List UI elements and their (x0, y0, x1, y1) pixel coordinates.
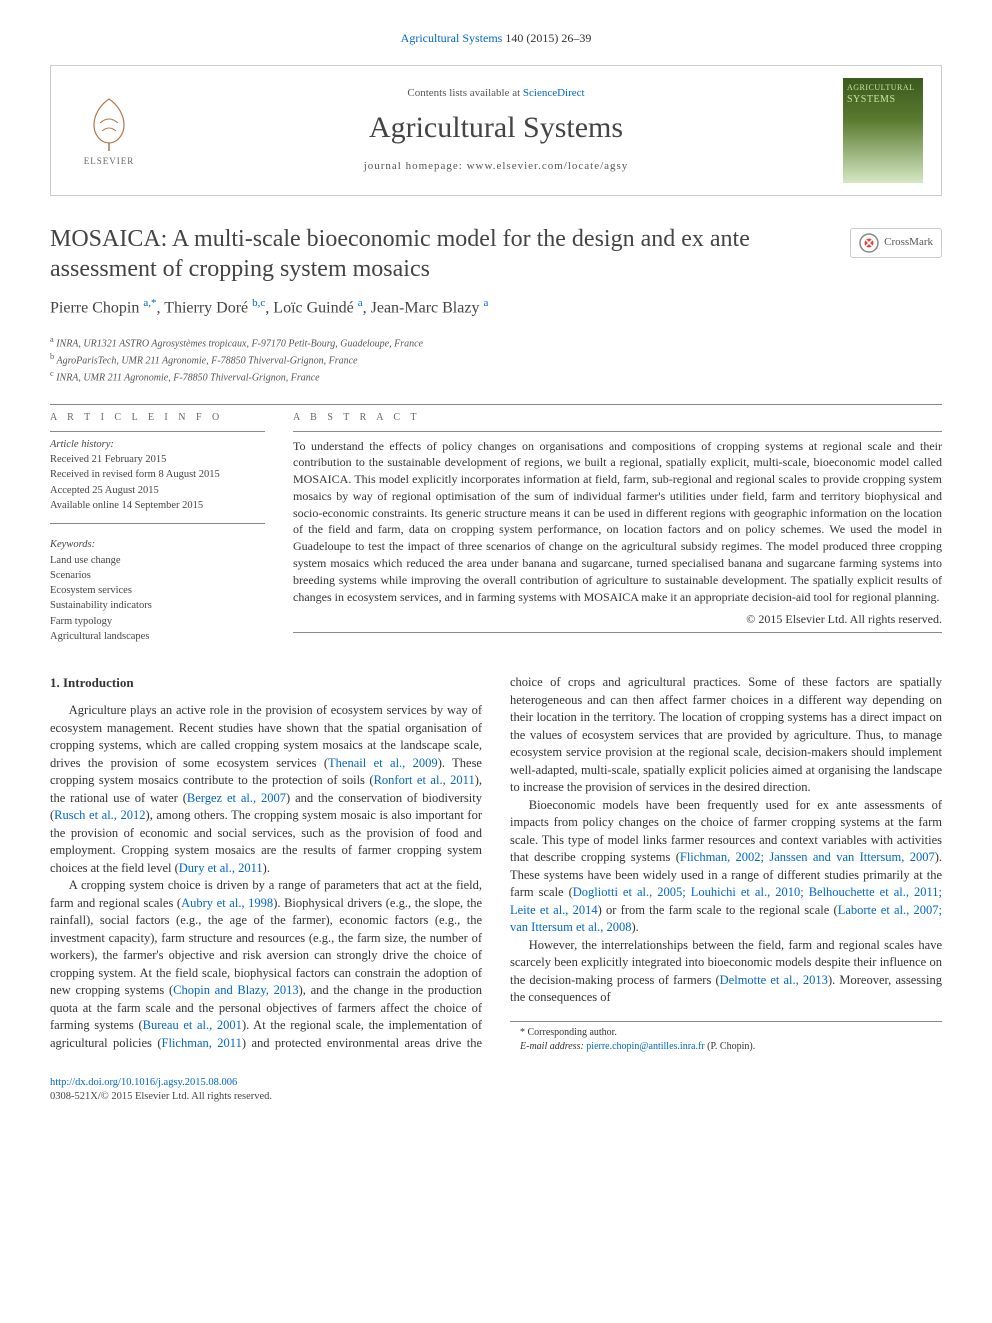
author-4: Jean-Marc Blazy (371, 299, 484, 316)
section-1-heading: 1. Introduction (50, 674, 482, 692)
affiliation-a: a INRA, UR1321 ASTRO Agrosystèmes tropic… (50, 334, 942, 351)
authors-line: Pierre Chopin a,*, Thierry Doré b,c, Loï… (50, 296, 942, 320)
affiliation-b: b AgroParisTech, UMR 211 Agronomie, F-78… (50, 351, 942, 368)
keyword: Ecosystem services (50, 583, 265, 598)
paragraph: Bioeconomic models have been frequently … (510, 797, 942, 937)
affiliations: a INRA, UR1321 ASTRO Agrosystèmes tropic… (50, 334, 942, 386)
publisher-logo: ELSEVIER (69, 83, 149, 178)
author-2: Thierry Doré (164, 299, 252, 316)
body-text-columns: 1. Introduction Agriculture plays an act… (50, 674, 942, 1054)
keywords-list: Land use change Scenarios Ecosystem serv… (50, 553, 265, 644)
corresponding-author-note: * Corresponding author. (510, 1026, 942, 1040)
ref-link[interactable]: Flichman, 2002; Janssen and van Ittersum… (680, 850, 935, 864)
journal-homepage-link[interactable]: www.elsevier.com/locate/agsy (467, 160, 629, 172)
ref-link[interactable]: Dury et al., 2011 (179, 861, 263, 875)
abstract-text: To understand the effects of policy chan… (293, 438, 942, 606)
corresponding-email-line: E-mail address: pierre.chopin@antilles.i… (510, 1040, 942, 1054)
divider (293, 632, 942, 633)
affiliation-c: c INRA, UMR 211 Agronomie, F-78850 Thive… (50, 368, 942, 385)
keywords-label: Keywords: (50, 538, 265, 553)
elsevier-tree-icon (80, 93, 138, 153)
citation-journal-link[interactable]: Agricultural Systems (401, 31, 503, 45)
ref-link[interactable]: Bergez et al., 2007 (187, 791, 286, 805)
crossmark-icon (859, 233, 879, 253)
ref-link[interactable]: Bureau et al., 2001 (143, 1018, 242, 1032)
ref-link[interactable]: Aubry et al., 1998 (181, 896, 273, 910)
divider (50, 404, 942, 405)
page-footer: http://dx.doi.org/10.1016/j.agsy.2015.08… (50, 1076, 942, 1105)
abstract-column: A B S T R A C T To understand the effect… (293, 411, 942, 645)
cover-line2: SYSTEMS (847, 93, 919, 107)
citation-vol-pages: 140 (2015) 26–39 (502, 31, 591, 45)
author-sep: , (363, 299, 371, 316)
article-title: MOSAICA: A multi-scale bioeconomic model… (50, 224, 850, 284)
issn-copyright-line: 0308-521X/© 2015 Elsevier Ltd. All right… (50, 1090, 942, 1105)
author-1: Pierre Chopin (50, 299, 143, 316)
journal-homepage-line: journal homepage: www.elsevier.com/locat… (159, 159, 833, 174)
ref-link[interactable]: Chopin and Blazy, 2013 (173, 983, 298, 997)
author-4-aff[interactable]: a (483, 297, 488, 309)
ref-link[interactable]: Ronfort et al., 2011 (374, 773, 475, 787)
footnote-block: * Corresponding author. E-mail address: … (510, 1021, 942, 1054)
header-center: Contents lists available at ScienceDirec… (149, 86, 843, 175)
keyword: Agricultural landscapes (50, 629, 265, 644)
crossmark-label: CrossMark (884, 235, 933, 250)
journal-header-box: ELSEVIER Contents lists available at Sci… (50, 65, 942, 196)
keyword: Sustainability indicators (50, 598, 265, 613)
info-abstract-row: A R T I C L E I N F O Article history: R… (50, 411, 942, 645)
ref-link[interactable]: Rusch et al., 2012 (54, 808, 145, 822)
article-info-heading: A R T I C L E I N F O (50, 411, 265, 425)
abstract-heading: A B S T R A C T (293, 411, 942, 425)
history-online: Available online 14 September 2015 (50, 498, 265, 513)
journal-cover-thumbnail: AGRICULTURAL SYSTEMS (843, 78, 923, 183)
history-revised: Received in revised form 8 August 2015 (50, 467, 265, 482)
sciencedirect-link[interactable]: ScienceDirect (523, 87, 585, 99)
history-accepted: Accepted 25 August 2015 (50, 483, 265, 498)
author-3: Loïc Guindé (273, 299, 357, 316)
crossmark-badge[interactable]: CrossMark (850, 228, 942, 258)
author-1-aff[interactable]: a, (143, 297, 151, 309)
journal-name: Agricultural Systems (159, 107, 833, 149)
paragraph: However, the interrelationships between … (510, 937, 942, 1007)
abstract-copyright: © 2015 Elsevier Ltd. All rights reserved… (293, 611, 942, 628)
keyword: Farm typology (50, 614, 265, 629)
doi-link[interactable]: http://dx.doi.org/10.1016/j.agsy.2015.08… (50, 1077, 237, 1088)
divider (293, 431, 942, 432)
keyword: Land use change (50, 553, 265, 568)
history-received: Received 21 February 2015 (50, 452, 265, 467)
article-info-column: A R T I C L E I N F O Article history: R… (50, 411, 265, 645)
running-citation: Agricultural Systems 140 (2015) 26–39 (50, 30, 942, 47)
keyword: Scenarios (50, 568, 265, 583)
divider (50, 523, 265, 524)
contents-available-line: Contents lists available at ScienceDirec… (159, 86, 833, 101)
paragraph: Agriculture plays an active role in the … (50, 702, 482, 877)
homepage-prefix: journal homepage: (364, 160, 467, 172)
history-label: Article history: (50, 438, 265, 453)
ref-link[interactable]: Flichman, 2011 (162, 1036, 242, 1050)
title-row: MOSAICA: A multi-scale bioeconomic model… (50, 224, 942, 284)
ref-link[interactable]: Delmotte et al., 2013 (720, 973, 828, 987)
divider (50, 431, 265, 432)
author-2-aff[interactable]: b,c (252, 297, 265, 309)
ref-link[interactable]: Thenail et al., 2009 (328, 756, 438, 770)
contents-prefix: Contents lists available at (407, 87, 522, 99)
cover-line1: AGRICULTURAL (847, 82, 919, 93)
publisher-name: ELSEVIER (84, 155, 135, 168)
corresponding-email-link[interactable]: pierre.chopin@antilles.inra.fr (586, 1041, 704, 1052)
